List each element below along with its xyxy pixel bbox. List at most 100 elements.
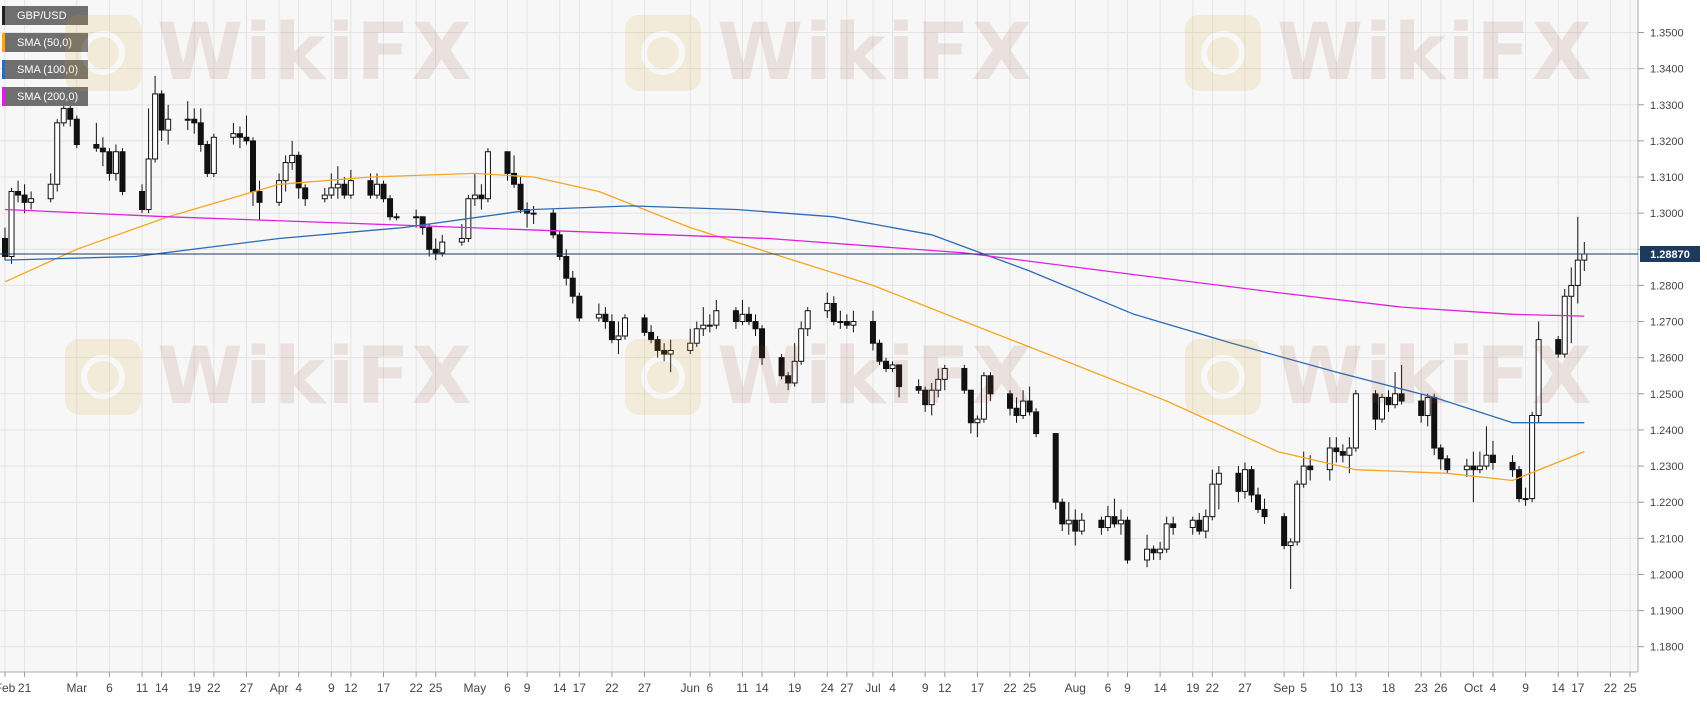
candle xyxy=(569,270,576,304)
legend-sma100[interactable]: SMA (100,0) xyxy=(2,60,89,79)
candle xyxy=(432,238,439,261)
candle-body-up xyxy=(974,418,981,424)
candle-body-down xyxy=(106,151,113,174)
candle xyxy=(1033,408,1040,438)
candle xyxy=(1020,390,1027,420)
candle xyxy=(517,177,524,214)
x-tick-label: 12 xyxy=(938,681,952,695)
candle-body-up xyxy=(1483,454,1490,467)
candle xyxy=(1437,444,1444,470)
candle xyxy=(1281,513,1288,550)
candle xyxy=(896,364,903,398)
legend-label-sma100: SMA (100,0) xyxy=(17,63,79,76)
legend-label-sma50: SMA (50,0) xyxy=(17,36,73,49)
candle xyxy=(28,191,35,210)
candle xyxy=(843,314,850,329)
x-tick-label: 25 xyxy=(1023,681,1037,695)
candle xyxy=(191,108,198,134)
candle xyxy=(1144,534,1151,568)
candle-body-down xyxy=(204,144,211,174)
candle xyxy=(1463,458,1470,477)
x-tick-label: 25 xyxy=(1623,681,1637,695)
x-tick-label: 14 xyxy=(1153,681,1167,695)
candle-body-down xyxy=(1431,396,1438,449)
candle-body-up xyxy=(1561,295,1568,355)
x-tick-label: 4 xyxy=(295,681,302,695)
candle xyxy=(302,184,309,206)
candle xyxy=(1470,451,1477,503)
legend-gbpusd[interactable]: GBP/USD xyxy=(2,6,89,25)
candle-body-up xyxy=(1294,483,1301,543)
last-price-marker xyxy=(1640,245,1700,262)
candle xyxy=(563,249,570,286)
candle xyxy=(1124,516,1131,564)
candle-body-down xyxy=(295,154,302,189)
candle xyxy=(654,336,661,358)
candle-body-up xyxy=(373,183,380,196)
y-tick-label: 1.2400 xyxy=(1650,425,1684,437)
candle-body-down xyxy=(1398,393,1405,402)
candle-body-down xyxy=(661,349,668,355)
candle xyxy=(478,184,485,210)
candle-body-up xyxy=(530,212,537,215)
candle xyxy=(1385,390,1392,412)
candle xyxy=(1431,393,1438,456)
candle-body-up xyxy=(347,180,354,196)
legend-sma50[interactable]: SMA (50,0) xyxy=(2,33,89,52)
candle-body-down xyxy=(843,321,850,326)
plot-area xyxy=(0,0,1638,672)
candle xyxy=(1516,466,1523,503)
legend-sma200[interactable]: SMA (200,0) xyxy=(2,87,89,106)
x-tick-label: 11 xyxy=(736,681,749,695)
candle-body-down xyxy=(869,321,876,344)
candle xyxy=(236,126,243,149)
candle xyxy=(791,343,798,387)
candle-body-up xyxy=(1379,396,1386,420)
candle xyxy=(1346,437,1353,474)
candle-body-up xyxy=(145,158,152,211)
y-tick-label: 1.3100 xyxy=(1650,172,1684,184)
candle-body-down xyxy=(752,321,759,330)
x-tick-label: 17 xyxy=(1571,681,1585,695)
candle-body-down xyxy=(2,237,8,258)
candle xyxy=(1333,437,1340,463)
candle-body-down xyxy=(158,93,165,131)
candle xyxy=(413,209,420,228)
x-tick-label: Oct xyxy=(1464,681,1483,695)
candle xyxy=(334,166,341,199)
candle xyxy=(1372,390,1379,430)
candle-body-down xyxy=(15,190,22,196)
candle xyxy=(1163,516,1170,553)
x-tick-label: 9 xyxy=(524,681,531,695)
candle xyxy=(393,213,400,221)
candle-body-down xyxy=(432,248,439,254)
candle-body-up xyxy=(1215,472,1222,485)
x-tick-label: Sep xyxy=(1273,681,1295,695)
candle-body-up xyxy=(458,237,465,243)
candle-body-up xyxy=(289,154,296,164)
x-tick-label: May xyxy=(464,681,487,695)
candle-body-down xyxy=(1418,400,1425,416)
candle xyxy=(1326,437,1333,481)
candle xyxy=(1568,267,1575,344)
candle xyxy=(687,328,694,355)
x-tick-label: 12 xyxy=(344,681,358,695)
candle xyxy=(824,292,831,318)
y-tick-label: 1.1800 xyxy=(1650,642,1684,654)
candle-body-up xyxy=(687,342,694,351)
y-tick-label: 1.3000 xyxy=(1650,208,1684,220)
candle xyxy=(1255,487,1262,514)
candle-body-down xyxy=(1437,447,1444,460)
y-tick-label: 1.3200 xyxy=(1650,136,1684,148)
candle-body-up xyxy=(1144,548,1151,561)
candle xyxy=(1483,426,1490,470)
x-tick-label: 17 xyxy=(971,681,985,695)
candle-body-up xyxy=(210,136,217,174)
candle xyxy=(621,314,628,340)
x-tick-label: 27 xyxy=(638,681,652,695)
x-tick-label: 17 xyxy=(377,681,391,695)
y-tick-label: 1.2600 xyxy=(1650,353,1684,365)
candle xyxy=(295,151,302,199)
